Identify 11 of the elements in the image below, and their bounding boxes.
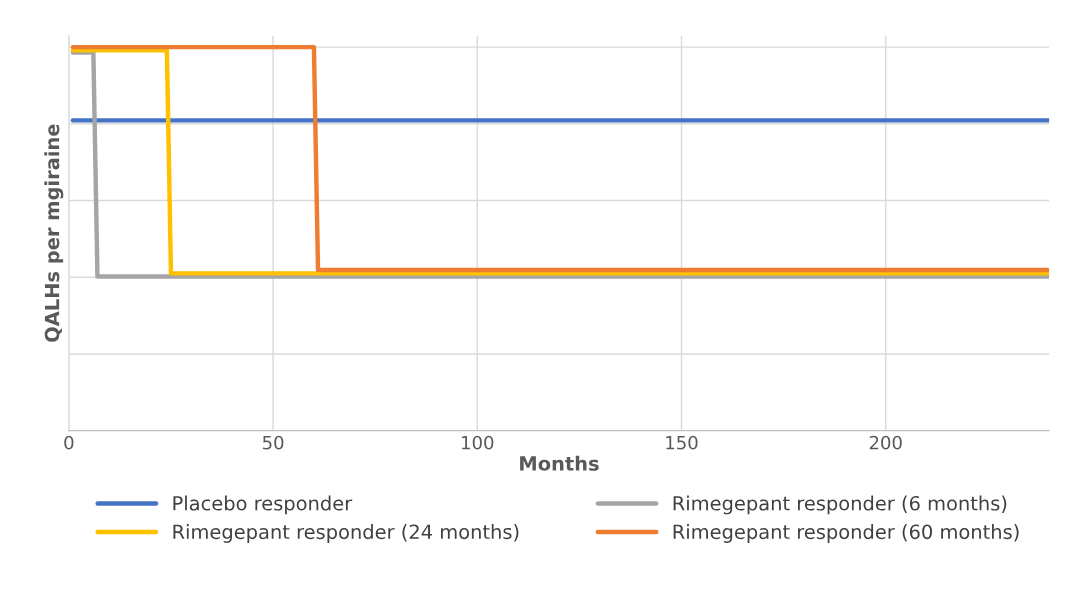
x-axis-title: Months bbox=[520, 455, 599, 471]
x-tick-label: 200 bbox=[869, 435, 902, 450]
x-tick-label: 100 bbox=[462, 435, 494, 450]
x-tick-label: 0 bbox=[64, 435, 74, 450]
legend-label: Placebo responder bbox=[173, 495, 353, 515]
legend-label: Rimegepant responder (60 months) bbox=[673, 524, 1019, 543]
x-tick-label: 150 bbox=[666, 435, 698, 450]
x-tick-label: 50 bbox=[262, 435, 284, 450]
legend-label: Rimegepant responder (24 months) bbox=[173, 524, 519, 543]
legend-label: Rimegepant responder (6 months) bbox=[673, 495, 1007, 515]
y-axis-title: QALHs per mgiraine bbox=[44, 124, 64, 342]
